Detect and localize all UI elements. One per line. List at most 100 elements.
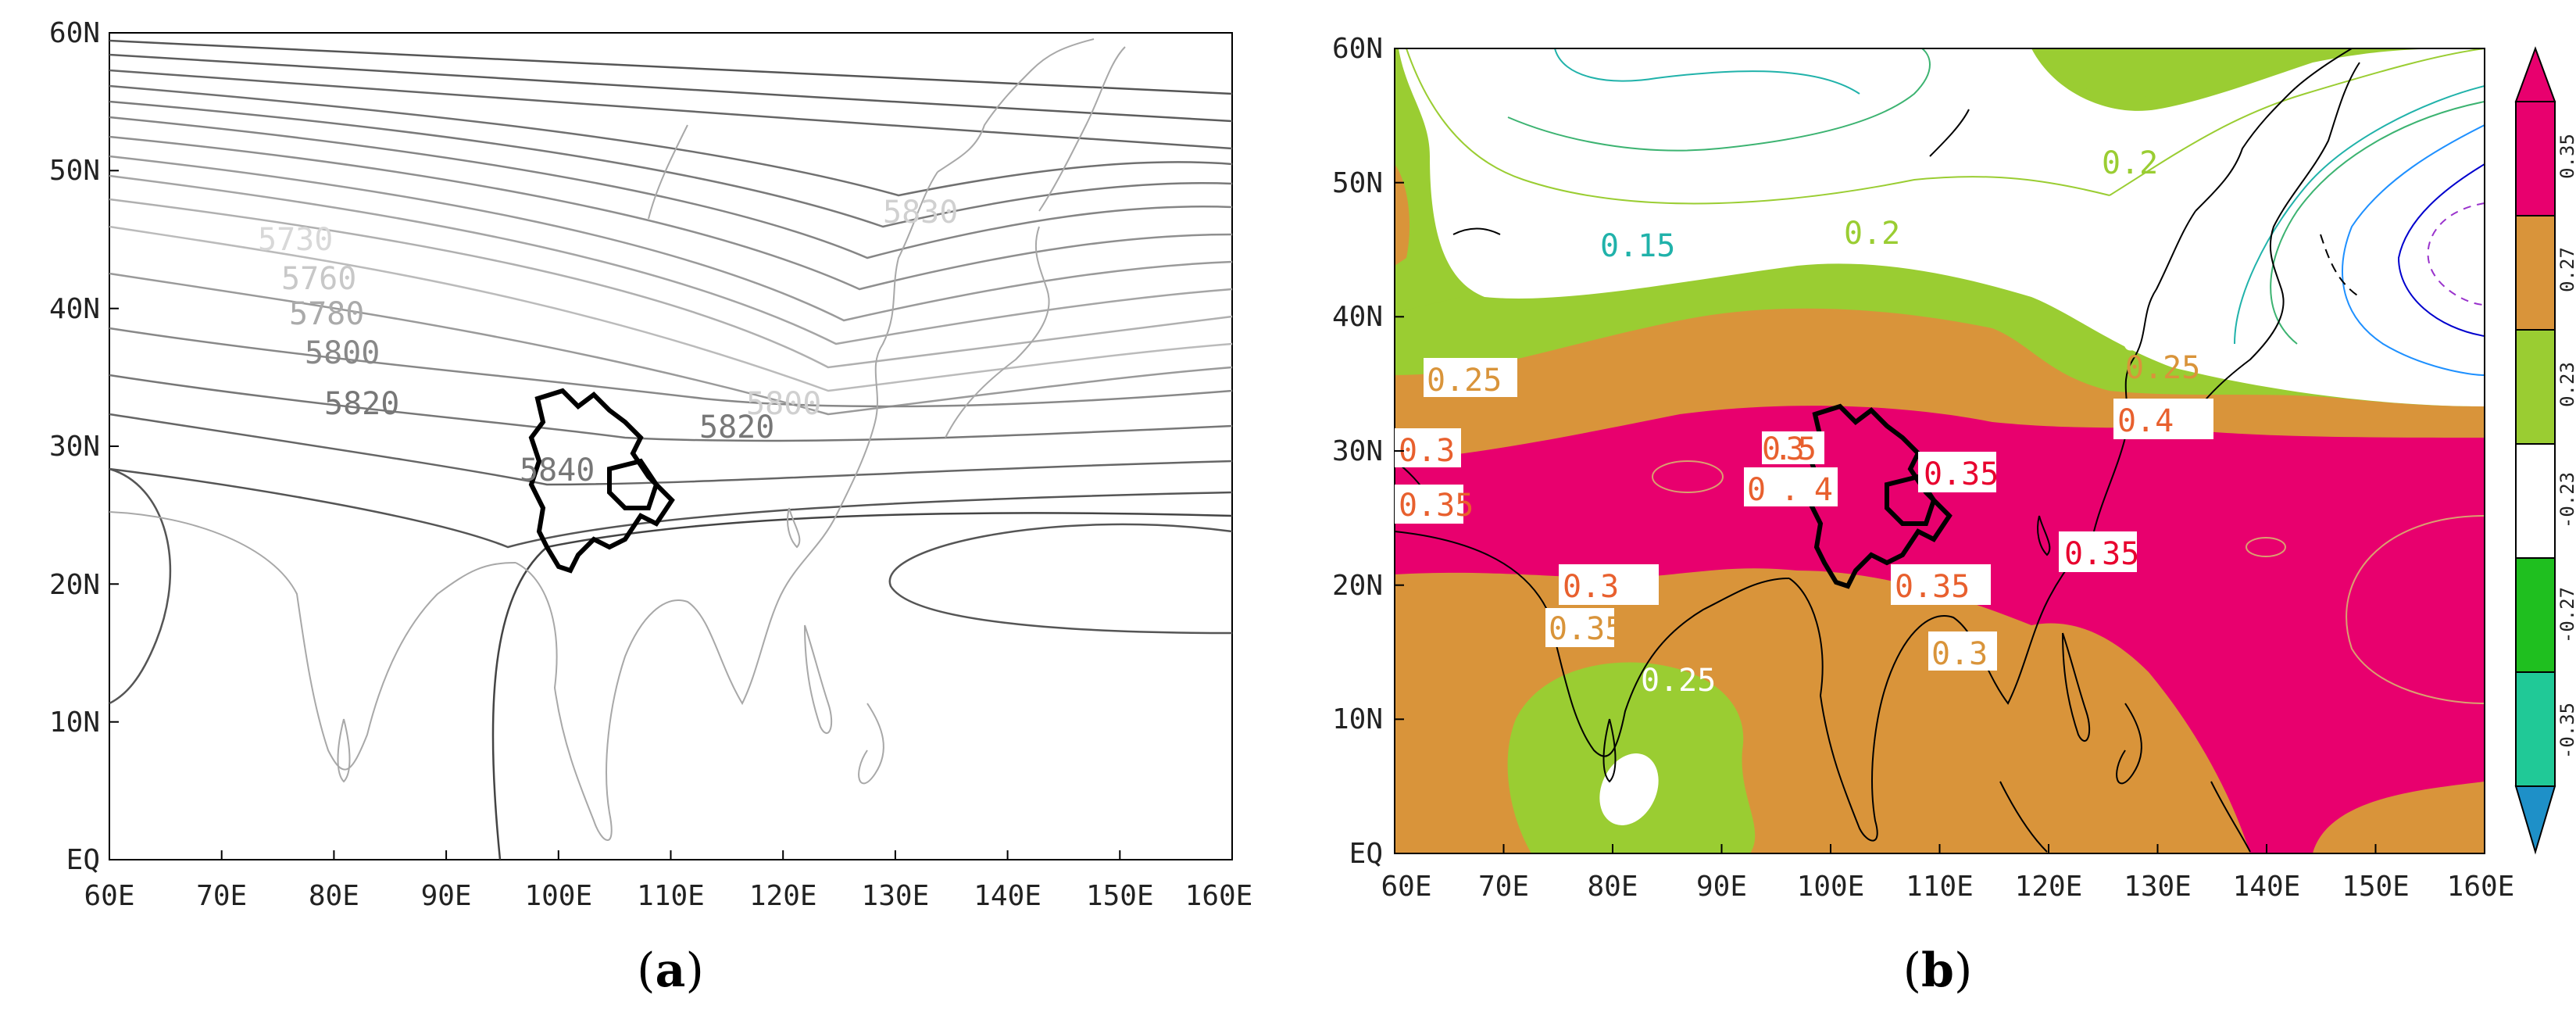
- panel-b-contour-label: 0.3: [1399, 433, 1455, 469]
- x-tick-label: 120E: [749, 880, 817, 912]
- panel-b-contour-label: 0.25: [1641, 663, 1716, 699]
- colorbar-segment: [2515, 101, 2556, 216]
- x-tick-label: 150E: [2342, 871, 2410, 903]
- panel-b-contour-label: 0.25: [1427, 363, 1502, 399]
- panel-a-contour-labels: 5730 5760 5780 5800 5820 5840 5820 5800 …: [258, 195, 958, 488]
- x-tick-label: 160E: [2447, 871, 2515, 903]
- x-tick-label: 130E: [862, 880, 930, 912]
- panel-a-contour-label: 5800: [305, 335, 380, 371]
- colorbar-segment: [2515, 215, 2556, 331]
- panel-b: 0.15 0.2 0.2 0.25 0.3 0.35 0.35 0.4 0.35…: [1332, 33, 2576, 998]
- x-tick-label: 140E: [2233, 871, 2301, 903]
- x-tick-label: 60E: [1381, 871, 1431, 903]
- panel-a-x-tick-labels: 60E 70E 80E 90E 100E 110E 120E 130E 140E…: [84, 880, 1252, 912]
- panel-b-contour-label: 0.2: [1844, 216, 1900, 252]
- x-tick-label: 100E: [1797, 871, 1865, 903]
- x-tick-label: 110E: [637, 880, 705, 912]
- colorbar-tick-label: -0.35: [2556, 703, 2576, 759]
- x-tick-label: 90E: [1696, 871, 1747, 903]
- colorbar-segment: [2515, 329, 2556, 445]
- panel-a-x-axis: [109, 850, 1233, 860]
- x-tick-label: 80E: [309, 880, 359, 912]
- y-tick-label: 20N: [1332, 570, 1383, 602]
- x-tick-label: 70E: [1478, 871, 1529, 903]
- panel-a-contour-label: 5820: [324, 386, 399, 422]
- x-tick-label: 110E: [1906, 871, 1974, 903]
- y-tick-label: 60N: [1332, 33, 1383, 65]
- y-tick-label: 10N: [1332, 703, 1383, 735]
- x-tick-label: 100E: [524, 880, 592, 912]
- y-tick-label: 50N: [1332, 167, 1383, 199]
- y-tick-label: 40N: [49, 293, 100, 325]
- x-tick-label: 130E: [2124, 871, 2192, 903]
- panel-b-contour-label: 0.4: [2117, 403, 2174, 439]
- panel-b-y-tick-labels: EQ 10N 20N 30N 40N 50N 60N: [1332, 33, 1383, 870]
- panel-b-contour-label: 0.15: [1600, 228, 1675, 264]
- x-tick-label: 140E: [974, 880, 1041, 912]
- panel-a-contour-label: 5820: [699, 410, 774, 445]
- panel-b-contour-label: 0.35: [1762, 431, 1817, 467]
- panel-b-colorbar: [2514, 46, 2556, 855]
- colorbar-segment: [2515, 443, 2556, 559]
- panel-b-contour-label: 0.25: [2125, 350, 2200, 386]
- x-tick-label: 120E: [2015, 871, 2083, 903]
- x-tick-label: 60E: [84, 880, 134, 912]
- x-tick-label: 150E: [1086, 880, 1154, 912]
- panel-b-shading: [1395, 48, 2485, 853]
- panel-b-contour-label: 0.2: [2121, 322, 2178, 358]
- panel-b-label: (b): [1903, 943, 1973, 998]
- colorbar-tick-label: 0.27: [2556, 247, 2576, 292]
- panel-b-contour-label: 0.35: [1399, 488, 1474, 524]
- panel-a-study-region: [528, 388, 675, 574]
- panel-a-contour-label: 5730: [258, 222, 333, 258]
- panel-a-contour-label: 5840: [520, 453, 595, 488]
- colorbar-tick-label: -0.27: [2556, 587, 2576, 643]
- panel-b-contour-label: 0.35: [1924, 456, 1999, 492]
- colorbar-segment: [2515, 557, 2556, 673]
- panel-b-contour-label: 0.3: [1563, 569, 1619, 605]
- x-tick-label: 90E: [421, 880, 472, 912]
- y-tick-label: 20N: [49, 569, 100, 601]
- panel-b-x-tick-labels: 60E 70E 80E 90E 100E 110E 120E 130E 140E…: [1381, 871, 2514, 903]
- panel-a-height-contours: [109, 39, 1233, 860]
- panel-b-contour-label: 0.2: [2102, 145, 2158, 181]
- y-tick-label: 40N: [1332, 301, 1383, 333]
- y-tick-label: 30N: [1332, 435, 1383, 467]
- panel-b-contour-labels: 0.15 0.2 0.2 0.25 0.3 0.35 0.35 0.4 0.35…: [1395, 145, 2213, 699]
- panel-a: 5730 5760 5780 5800 5820 5840 5820 5800 …: [49, 17, 1252, 998]
- panel-b-y-axis: [1395, 48, 1404, 854]
- colorbar-tick-label: 0.23: [2556, 362, 2576, 407]
- panel-a-contour-label: 5760: [281, 261, 356, 297]
- x-tick-label: 80E: [1587, 871, 1638, 903]
- colorbar-tick-label: -0.23: [2556, 472, 2576, 528]
- panel-b-contour-label: 0.35: [1895, 569, 1970, 605]
- panel-a-contour-label: 5780: [289, 296, 364, 332]
- panel-b-colorbar-labels: 0.35 0.27 0.23 -0.23 -0.27 -0.35: [2556, 134, 2576, 759]
- panel-a-y-tick-labels: EQ 10N 20N 30N 40N 50N 60N: [49, 17, 100, 876]
- panel-b-contour-label: 0.4: [1747, 472, 1833, 508]
- y-tick-label: 30N: [49, 431, 100, 463]
- y-tick-label: 10N: [49, 707, 100, 739]
- panel-a-y-axis: [109, 32, 119, 860]
- panel-b-contour-label: 0.35: [2064, 536, 2139, 572]
- colorbar-tick-label: 0.35: [2556, 134, 2576, 179]
- y-tick-label: 50N: [49, 155, 100, 187]
- panel-a-contour-label: 5830: [883, 195, 958, 231]
- y-tick-label: 60N: [49, 17, 100, 49]
- colorbar-cap-bottom: [2514, 785, 2556, 855]
- panel-b-x-axis: [1394, 844, 2485, 853]
- y-tick-label: EQ: [66, 844, 100, 876]
- panel-a-label: (a): [637, 943, 704, 998]
- panel-b-contour-label: 0.35: [1549, 611, 1624, 647]
- y-tick-label: EQ: [1349, 838, 1383, 870]
- x-tick-label: 160E: [1185, 880, 1253, 912]
- panel-a-contour-label: 5800: [746, 386, 821, 422]
- colorbar-segment: [2515, 671, 2556, 787]
- colorbar-cap-top: [2514, 46, 2556, 102]
- panel-b-coastlines: [1395, 48, 2360, 853]
- panel-a-coastlines: [109, 38, 1126, 841]
- panel-b-line-contours: [1406, 48, 2485, 704]
- panel-a-plot-area: [109, 32, 1233, 860]
- x-tick-label: 70E: [196, 880, 247, 912]
